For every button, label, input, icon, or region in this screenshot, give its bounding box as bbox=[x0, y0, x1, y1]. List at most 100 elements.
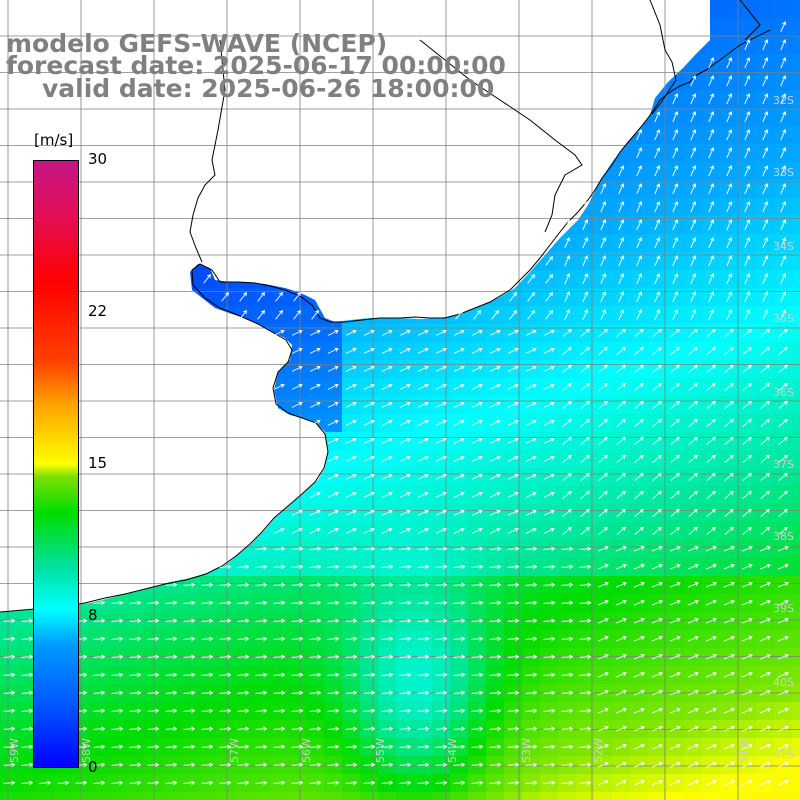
wind-arrow bbox=[616, 472, 626, 481]
wind-arrow bbox=[399, 546, 412, 552]
wind-speed-cell bbox=[792, 504, 800, 523]
wind-arrow bbox=[762, 273, 769, 285]
wind-arrow bbox=[257, 310, 265, 320]
colorbar-units: [m/s] bbox=[34, 131, 74, 149]
wind-speed-cell bbox=[90, 792, 109, 800]
wind-speed-cell bbox=[792, 738, 800, 757]
wind-arrow bbox=[309, 654, 322, 660]
wind-arrow bbox=[564, 219, 571, 231]
wind-arrow bbox=[759, 779, 771, 786]
wind-arrow bbox=[219, 618, 232, 624]
wind-arrow bbox=[759, 689, 771, 696]
wind-arrow bbox=[726, 183, 733, 195]
lon-label: 51W bbox=[737, 738, 751, 763]
wind-speed-cell bbox=[792, 72, 800, 91]
wind-arrow bbox=[417, 383, 429, 390]
wind-arrow bbox=[545, 274, 553, 284]
wind-arrow bbox=[723, 689, 735, 696]
wind-arrow bbox=[670, 472, 680, 481]
wind-arrow bbox=[651, 743, 663, 750]
wind-arrow bbox=[507, 527, 519, 534]
wind-arrow bbox=[527, 274, 535, 284]
wind-arrow bbox=[435, 690, 448, 696]
wind-arrow bbox=[453, 600, 466, 606]
wind-speed-cell bbox=[576, 792, 595, 800]
wind-arrow bbox=[399, 401, 411, 408]
wind-arrow bbox=[417, 347, 429, 354]
wind-arrow bbox=[600, 255, 607, 267]
wind-arrow bbox=[525, 708, 538, 714]
wind-arrow bbox=[237, 690, 250, 696]
wind-arrow bbox=[543, 654, 556, 660]
wind-speed-cell bbox=[684, 792, 703, 800]
wind-arrow bbox=[598, 454, 608, 463]
wind-arrow bbox=[435, 401, 447, 408]
wind-arrow bbox=[363, 744, 376, 750]
wind-arrow bbox=[471, 347, 483, 354]
wind-arrow bbox=[129, 690, 142, 696]
wind-arrow bbox=[600, 183, 607, 195]
wind-arrow bbox=[562, 508, 572, 517]
wind-arrow bbox=[744, 75, 751, 87]
wind-arrow bbox=[507, 437, 519, 444]
wind-arrow bbox=[327, 672, 340, 678]
wind-arrow bbox=[273, 762, 286, 768]
wind-arrow bbox=[381, 347, 393, 354]
wind-arrow bbox=[780, 309, 787, 321]
wind-arrow bbox=[255, 582, 268, 588]
wind-arrow bbox=[780, 165, 787, 177]
wind-arrow bbox=[618, 201, 625, 213]
wind-arrow bbox=[147, 600, 160, 606]
wind-arrow bbox=[634, 508, 644, 517]
wind-arrow bbox=[363, 527, 375, 534]
wind-arrow bbox=[598, 400, 608, 409]
wind-arrow bbox=[489, 564, 502, 570]
wind-arrow bbox=[471, 491, 483, 498]
wind-arrow bbox=[672, 183, 679, 195]
wind-arrow bbox=[399, 636, 412, 642]
wind-arrow bbox=[453, 383, 465, 390]
wind-arrow bbox=[634, 328, 644, 337]
wind-arrow bbox=[597, 563, 609, 570]
wind-arrow bbox=[309, 419, 321, 426]
wind-arrow bbox=[255, 726, 268, 732]
wind-arrow bbox=[708, 147, 715, 159]
wind-arrow bbox=[633, 761, 645, 768]
wind-arrow bbox=[561, 636, 574, 642]
wind-arrow bbox=[345, 419, 357, 426]
wind-arrow bbox=[688, 328, 698, 337]
wind-arrow bbox=[237, 726, 250, 732]
wind-speed-cell bbox=[792, 792, 800, 800]
wind-arrow bbox=[705, 707, 717, 714]
wind-arrow bbox=[598, 490, 608, 499]
wind-arrow bbox=[726, 75, 733, 87]
wind-arrow bbox=[507, 455, 519, 462]
wind-arrow bbox=[417, 780, 430, 786]
wind-arrow bbox=[633, 581, 645, 588]
wind-arrow bbox=[762, 111, 769, 123]
wind-arrow bbox=[543, 708, 556, 714]
wind-arrow bbox=[669, 725, 681, 732]
wind-arrow bbox=[580, 382, 590, 391]
wind-arrow bbox=[345, 546, 358, 552]
wind-arrow bbox=[618, 255, 625, 267]
wind-arrow bbox=[616, 400, 626, 409]
wind-arrow bbox=[381, 726, 394, 732]
wind-arrow bbox=[273, 546, 286, 552]
wind-arrow bbox=[543, 744, 556, 750]
wind-arrow bbox=[291, 383, 303, 390]
wind-arrow bbox=[257, 292, 265, 302]
wind-arrow bbox=[525, 383, 537, 390]
wind-arrow bbox=[273, 708, 286, 714]
wind-arrow bbox=[580, 364, 590, 373]
wind-speed-cell bbox=[108, 792, 127, 800]
wind-speed-cell bbox=[792, 360, 800, 379]
wind-arrow bbox=[381, 437, 393, 444]
wind-arrow bbox=[129, 600, 142, 606]
wind-arrow bbox=[219, 600, 232, 606]
wind-arrow bbox=[525, 582, 538, 588]
wind-speed-cell bbox=[792, 450, 800, 469]
wind-speed-cell bbox=[720, 0, 739, 19]
wind-arrow bbox=[654, 291, 661, 303]
wind-speed-cell bbox=[792, 216, 800, 235]
